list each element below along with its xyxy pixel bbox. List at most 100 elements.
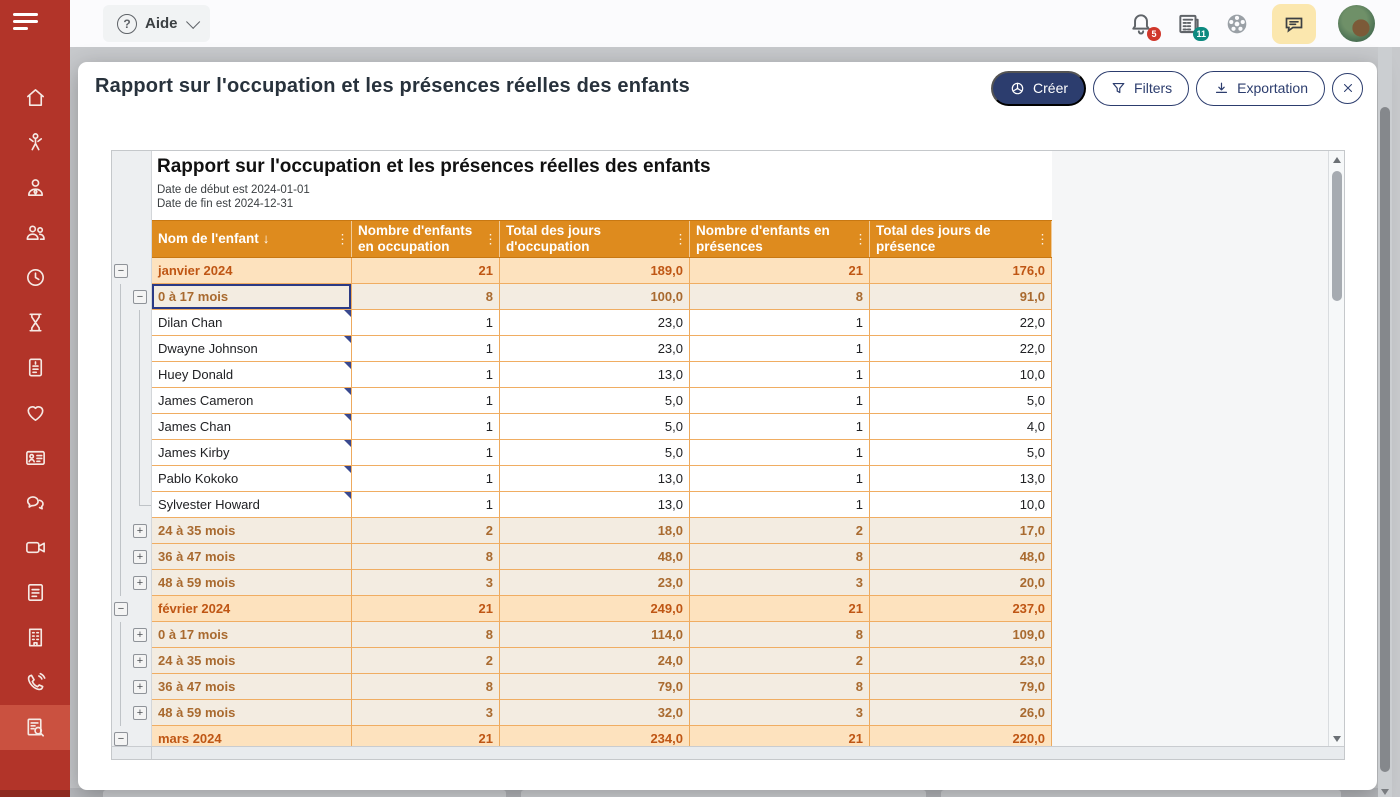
column-menu-icon[interactable]: ⋮ [484,231,497,247]
value-cell[interactable]: 189,0 [500,258,690,284]
value-cell[interactable]: 8 [690,674,870,700]
sidebar-item-notes[interactable] [0,570,70,615]
value-cell[interactable]: 23,0 [500,310,690,336]
value-cell[interactable]: 13,0 [500,362,690,388]
expand-button[interactable]: + [133,524,147,538]
column-header[interactable]: Nom de l'enfant ↓ ⋮ [152,221,352,257]
expand-button[interactable]: + [133,576,147,590]
value-cell[interactable]: 21 [690,258,870,284]
chat-button[interactable] [1272,3,1316,44]
notifications-button[interactable]: 5 [1128,11,1161,41]
news-button[interactable]: 11 [1176,11,1209,41]
support-ball-button[interactable] [1224,11,1250,37]
sidebar-item-contact-cards[interactable] [0,435,70,480]
value-cell[interactable]: 1 [352,466,500,492]
name-cell[interactable]: James Chan [152,414,352,440]
name-cell[interactable]: 24 à 35 mois [152,518,352,544]
value-cell[interactable]: 100,0 [500,284,690,310]
name-cell[interactable]: Sylvester Howard [152,492,352,518]
value-cell[interactable]: 26,0 [870,700,1052,726]
value-cell[interactable]: 1 [352,362,500,388]
value-cell[interactable]: 22,0 [870,336,1052,362]
value-cell[interactable]: 109,0 [870,622,1052,648]
value-cell[interactable]: 5,0 [870,388,1052,414]
value-cell[interactable]: 3 [690,700,870,726]
value-cell[interactable]: 237,0 [870,596,1052,622]
value-cell[interactable]: 32,0 [500,700,690,726]
name-cell[interactable]: Huey Donald [152,362,352,388]
name-cell[interactable]: 24 à 35 mois [152,648,352,674]
value-cell[interactable]: 1 [690,466,870,492]
value-cell[interactable]: 48,0 [870,544,1052,570]
value-cell[interactable]: 8 [690,284,870,310]
column-header[interactable]: Total des jours de présence ⋮ [870,221,1052,257]
value-cell[interactable]: 1 [352,492,500,518]
sidebar-item-children[interactable] [0,120,70,165]
scroll-down-arrow-icon[interactable] [1333,736,1341,742]
value-cell[interactable]: 8 [352,674,500,700]
name-cell[interactable]: James Kirby [152,440,352,466]
value-cell[interactable]: 8 [690,544,870,570]
value-cell[interactable]: 5,0 [500,440,690,466]
collapse-button[interactable]: − [114,264,128,278]
sidebar-item-waiting-list[interactable] [0,300,70,345]
value-cell[interactable]: 18,0 [500,518,690,544]
grid-scrollbar-thumb[interactable] [1332,171,1342,301]
sidebar-item-families[interactable] [0,210,70,255]
sidebar-item-calls[interactable] [0,660,70,705]
page-scroll-down-icon[interactable] [1381,789,1389,795]
sidebar-item-messages[interactable] [0,480,70,525]
value-cell[interactable]: 1 [690,440,870,466]
sidebar-item-billing[interactable] [0,345,70,390]
sidebar-item-schedule[interactable] [0,255,70,300]
value-cell[interactable]: 5,0 [870,440,1052,466]
name-cell[interactable]: 0 à 17 mois [152,284,352,310]
value-cell[interactable]: 2 [352,648,500,674]
sidebar-item-reports[interactable] [0,705,70,750]
value-cell[interactable]: 10,0 [870,492,1052,518]
column-header[interactable]: Nombre d'enfants en occupation ⋮ [352,221,500,257]
value-cell[interactable]: 21 [352,596,500,622]
value-cell[interactable]: 3 [352,700,500,726]
value-cell[interactable]: 21 [690,726,870,746]
value-cell[interactable]: 91,0 [870,284,1052,310]
value-cell[interactable]: 1 [352,414,500,440]
name-cell[interactable]: Dilan Chan [152,310,352,336]
expand-button[interactable]: + [133,680,147,694]
value-cell[interactable]: 1 [352,336,500,362]
value-cell[interactable]: 20,0 [870,570,1052,596]
value-cell[interactable]: 1 [352,388,500,414]
value-cell[interactable]: 1 [690,336,870,362]
sidebar-item-health[interactable] [0,390,70,435]
value-cell[interactable]: 23,0 [870,648,1052,674]
column-header[interactable]: Nombre d'enfants en présences ⋮ [690,221,870,257]
sidebar-item-video[interactable] [0,525,70,570]
name-cell[interactable]: James Cameron [152,388,352,414]
value-cell[interactable]: 8 [352,284,500,310]
value-cell[interactable]: 21 [352,258,500,284]
export-button[interactable]: Exportation [1196,70,1325,106]
value-cell[interactable]: 5,0 [500,388,690,414]
page-scrollbar-thumb[interactable] [1380,107,1390,772]
sidebar-item-home[interactable] [0,75,70,120]
close-button[interactable] [1332,72,1363,104]
column-menu-icon[interactable]: ⋮ [1036,231,1049,247]
column-menu-icon[interactable]: ⋮ [854,231,867,247]
name-cell[interactable]: Dwayne Johnson [152,336,352,362]
name-cell[interactable]: février 2024 [152,596,352,622]
name-cell[interactable]: mars 2024 [152,726,352,746]
value-cell[interactable]: 8 [352,544,500,570]
value-cell[interactable]: 23,0 [500,336,690,362]
value-cell[interactable]: 24,0 [500,648,690,674]
value-cell[interactable]: 8 [352,622,500,648]
collapse-button[interactable]: − [114,602,128,616]
value-cell[interactable]: 13,0 [870,466,1052,492]
value-cell[interactable]: 1 [690,310,870,336]
sidebar-item-facility[interactable] [0,615,70,660]
expand-button[interactable]: + [133,654,147,668]
column-header[interactable]: Total des jours d'occupation ⋮ [500,221,690,257]
menu-hamburger-icon[interactable] [13,13,53,35]
value-cell[interactable]: 79,0 [870,674,1052,700]
value-cell[interactable]: 1 [690,362,870,388]
collapse-button[interactable]: − [114,732,128,746]
